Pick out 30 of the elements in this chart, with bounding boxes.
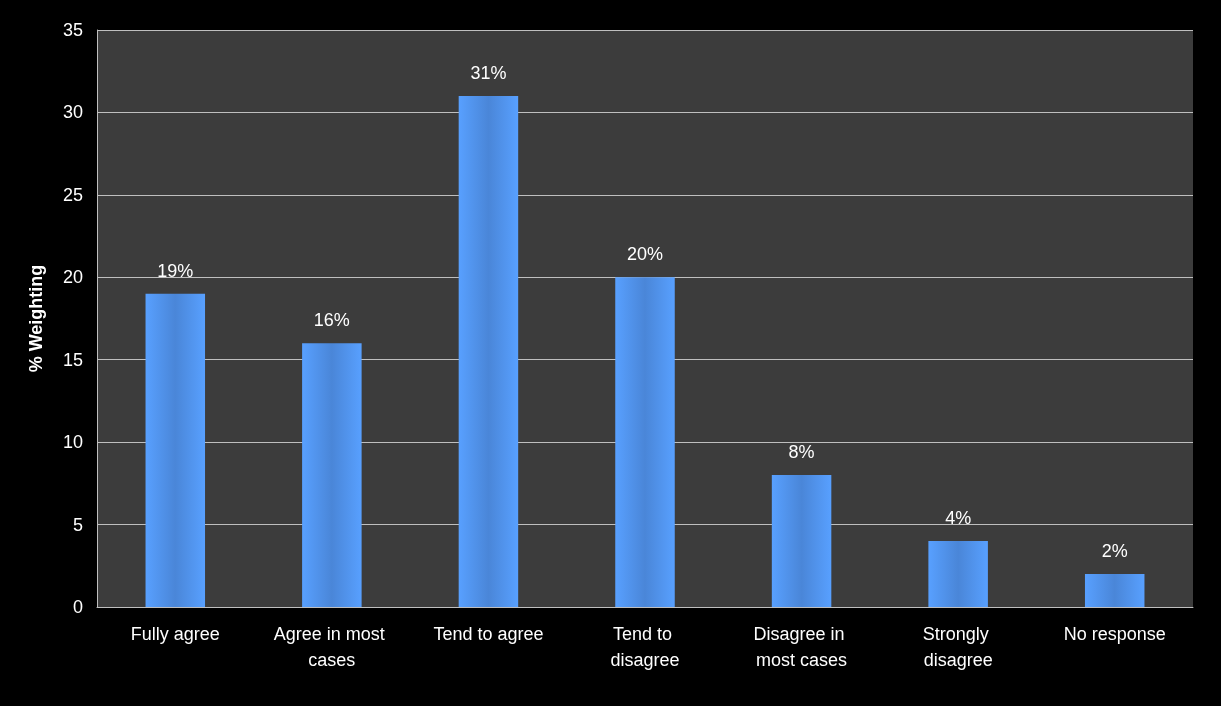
y-tick-label: 10 xyxy=(62,432,83,453)
y-tick-label: 35 xyxy=(62,20,83,40)
x-tick-label: Agree in most cases xyxy=(273,624,390,670)
data-label: 2% xyxy=(1101,541,1128,562)
y-tick-label: 30 xyxy=(62,102,83,123)
bar xyxy=(145,293,206,607)
bar xyxy=(771,475,832,607)
x-tick-label: Disagree in most cases xyxy=(753,624,850,670)
bar xyxy=(615,277,675,607)
data-label: 4% xyxy=(945,508,972,529)
y-tick-label: 20 xyxy=(62,267,83,288)
data-label: 20% xyxy=(626,244,664,265)
y-tick-label: 25 xyxy=(62,184,83,205)
data-label: 8% xyxy=(788,442,815,463)
y-tick-label: 5 xyxy=(72,514,83,535)
bar xyxy=(302,343,362,607)
bar xyxy=(928,541,988,607)
x-tick-label: Tend to disagree xyxy=(610,624,680,670)
x-tick-label: Strongly disagree xyxy=(922,624,994,670)
x-tick-label: Fully agree xyxy=(130,624,220,644)
y-axis-title: % Weighting xyxy=(26,264,46,373)
data-label: 16% xyxy=(313,310,350,331)
y-tick-label: 15 xyxy=(62,349,83,370)
bar xyxy=(458,95,519,607)
x-tick-label: No response xyxy=(1063,624,1166,644)
y-tick-label: 0 xyxy=(72,597,83,617)
bar xyxy=(1084,574,1145,607)
data-label: 19% xyxy=(157,260,194,281)
x-tick-label: Tend to agree xyxy=(433,624,544,644)
data-label: 31% xyxy=(470,62,507,83)
